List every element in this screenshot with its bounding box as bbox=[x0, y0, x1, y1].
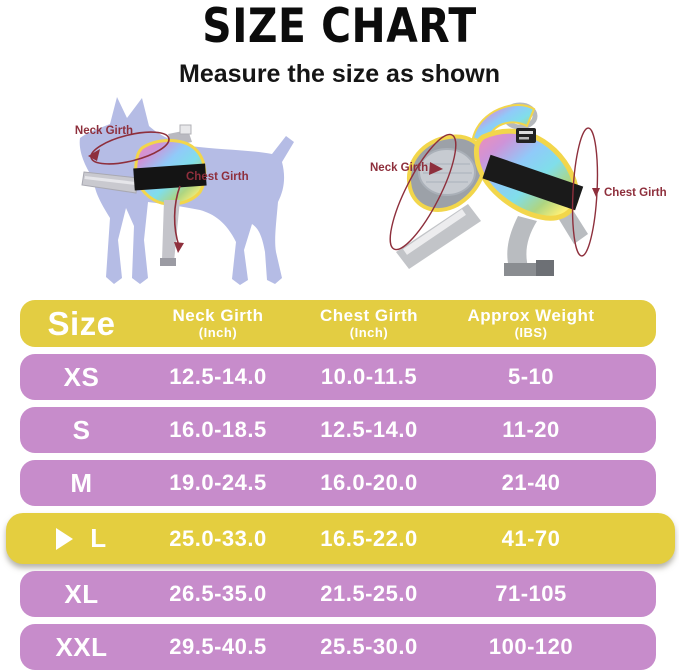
harness-chest-girth-label: Chest Girth bbox=[604, 187, 667, 199]
table-row: XXL 29.5-40.5 25.5-30.0 100-120 bbox=[20, 624, 656, 670]
size-label: L bbox=[90, 523, 107, 553]
dog-harness-patch bbox=[133, 163, 207, 191]
chest-girth-value: 25.5-30.0 bbox=[320, 634, 418, 659]
dog-girth-strap bbox=[162, 200, 180, 262]
size-cell: S bbox=[20, 415, 143, 446]
header-size: Size bbox=[47, 304, 116, 342]
header-chest-girth: Chest Girth (Inch) bbox=[293, 306, 445, 340]
logo-patch bbox=[516, 128, 536, 143]
header-neck-girth-unit: (Inch) bbox=[198, 324, 238, 340]
size-label: S bbox=[72, 414, 91, 445]
header-approx-weight: Approx Weight (IBS) bbox=[445, 306, 617, 340]
table-row: S 16.0-18.5 12.5-14.0 11-20 bbox=[20, 407, 656, 453]
size-cell: XS bbox=[20, 362, 143, 393]
neck-girth-value: 25.0-33.0 bbox=[169, 525, 267, 551]
size-label: M bbox=[70, 467, 93, 498]
size-table-rows: XS 12.5-14.0 10.0-11.5 5-10 S 16.0-18.5 … bbox=[0, 354, 679, 670]
neck-girth-value: 12.5-14.0 bbox=[169, 364, 267, 389]
size-cell: XXL bbox=[20, 632, 143, 663]
chest-girth-value: 10.0-11.5 bbox=[320, 364, 418, 389]
approx-weight-value: 5-10 bbox=[507, 364, 555, 389]
belly-strap bbox=[507, 216, 537, 271]
neck-girth-loop bbox=[389, 133, 457, 251]
approx-weight-value: 41-70 bbox=[501, 525, 561, 551]
dog-harness-illustration: Neck Girth Chest Girth bbox=[75, 97, 294, 285]
chest-girth-value: 16.5-22.0 bbox=[320, 525, 418, 551]
size-cell: L bbox=[20, 523, 143, 554]
size-label: XXL bbox=[55, 631, 108, 662]
header-chest-girth-title: Chest Girth bbox=[319, 306, 419, 325]
dog-neck-girth-label: Neck Girth bbox=[75, 125, 133, 137]
velcro-strap bbox=[482, 154, 584, 211]
approx-weight-value: 100-120 bbox=[488, 634, 574, 659]
header-neck-girth: Neck Girth (Inch) bbox=[143, 306, 293, 340]
header-neck-girth-title: Neck Girth bbox=[172, 306, 264, 325]
dog-harness bbox=[81, 124, 207, 266]
neck-girth-value: 29.5-40.5 bbox=[169, 634, 267, 659]
size-cell: XL bbox=[20, 579, 143, 610]
neck-girth-value: 16.0-18.5 bbox=[169, 417, 267, 442]
harness-product-illustration: Neck Girth Chest Girth bbox=[370, 102, 667, 276]
chest-girth-arrow bbox=[173, 185, 181, 247]
harness-product bbox=[396, 102, 588, 276]
dog-chest-girth-label: Chest Girth bbox=[186, 171, 249, 183]
page-header: SIZE CHART bbox=[0, 2, 679, 54]
dog-chest-strap bbox=[81, 171, 139, 194]
neck-girth-value: 26.5-35.0 bbox=[169, 581, 267, 606]
chest-girth-value: 16.0-20.0 bbox=[320, 470, 418, 495]
table-row: XS 12.5-14.0 10.0-11.5 5-10 bbox=[20, 354, 656, 400]
approx-weight-value: 21-40 bbox=[501, 470, 561, 495]
size-table: Size Neck Girth (Inch) Chest Girth (Inch… bbox=[0, 300, 679, 670]
header-approx-weight-title: Approx Weight bbox=[467, 306, 595, 325]
table-row: L 25.0-33.0 16.5-22.0 41-70 bbox=[6, 513, 675, 564]
page-subtitle: Measure the size as shown bbox=[179, 60, 500, 88]
approx-weight-value: 11-20 bbox=[502, 417, 560, 442]
chest-girth-value: 12.5-14.0 bbox=[320, 417, 418, 442]
measurement-diagrams: Neck Girth Chest Girth Nec bbox=[0, 90, 679, 296]
harness-neck-girth-label: Neck Girth bbox=[370, 162, 428, 174]
neck-girth-value: 19.0-24.5 bbox=[169, 470, 267, 495]
approx-weight-value: 71-105 bbox=[495, 581, 567, 606]
size-label: XL bbox=[64, 578, 99, 609]
table-row: XL 26.5-35.0 21.5-25.0 71-105 bbox=[20, 571, 656, 617]
table-row: M 19.0-24.5 16.0-20.0 21-40 bbox=[20, 460, 656, 506]
reflective-strap bbox=[396, 204, 481, 269]
page-title: SIZE CHART bbox=[202, 0, 477, 54]
size-table-header: Size Neck Girth (Inch) Chest Girth (Inch… bbox=[20, 300, 656, 347]
selected-row-marker-icon bbox=[56, 527, 74, 550]
chest-girth-value: 21.5-25.0 bbox=[320, 581, 418, 606]
header-approx-weight-unit: (IBS) bbox=[514, 324, 548, 340]
header-chest-girth-unit: (Inch) bbox=[349, 324, 389, 340]
mesh-panel bbox=[418, 148, 476, 196]
size-label: XS bbox=[63, 361, 100, 392]
size-cell: M bbox=[20, 468, 143, 499]
